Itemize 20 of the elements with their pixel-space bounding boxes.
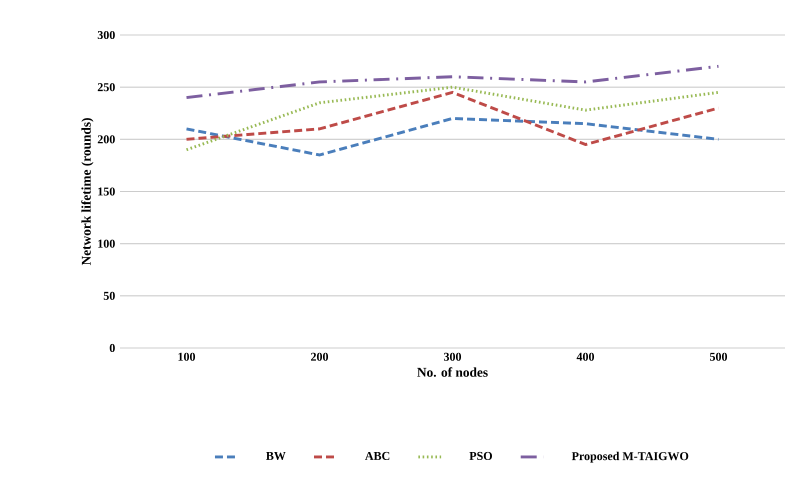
x-tick-label: 200 xyxy=(311,352,328,361)
line-series xyxy=(185,64,720,100)
legend-label: BW xyxy=(266,452,286,460)
line-series xyxy=(185,116,720,156)
y-tick-label: 50 xyxy=(104,292,115,300)
x-axis-title: No. of nodes xyxy=(417,367,488,377)
legend-label: PSO xyxy=(469,452,492,460)
y-tick-label: 0 xyxy=(110,344,115,352)
y-tick-label: 300 xyxy=(98,30,115,40)
x-tick-label: 500 xyxy=(710,352,728,361)
y-tick-label: 150 xyxy=(98,187,115,196)
legend-label: ABC xyxy=(365,452,390,460)
x-tick-label: 100 xyxy=(178,352,196,361)
y-axis-title: Network lifetime (rounds) xyxy=(81,118,94,266)
x-tick-label: 300 xyxy=(444,352,462,361)
x-tick-label: 400 xyxy=(576,352,594,361)
y-tick-label: 250 xyxy=(98,83,115,92)
legend-label: Proposed M-TAIGWO xyxy=(572,452,688,463)
y-tick-label: 100 xyxy=(98,240,115,248)
y-tick-label: 200 xyxy=(98,135,115,144)
